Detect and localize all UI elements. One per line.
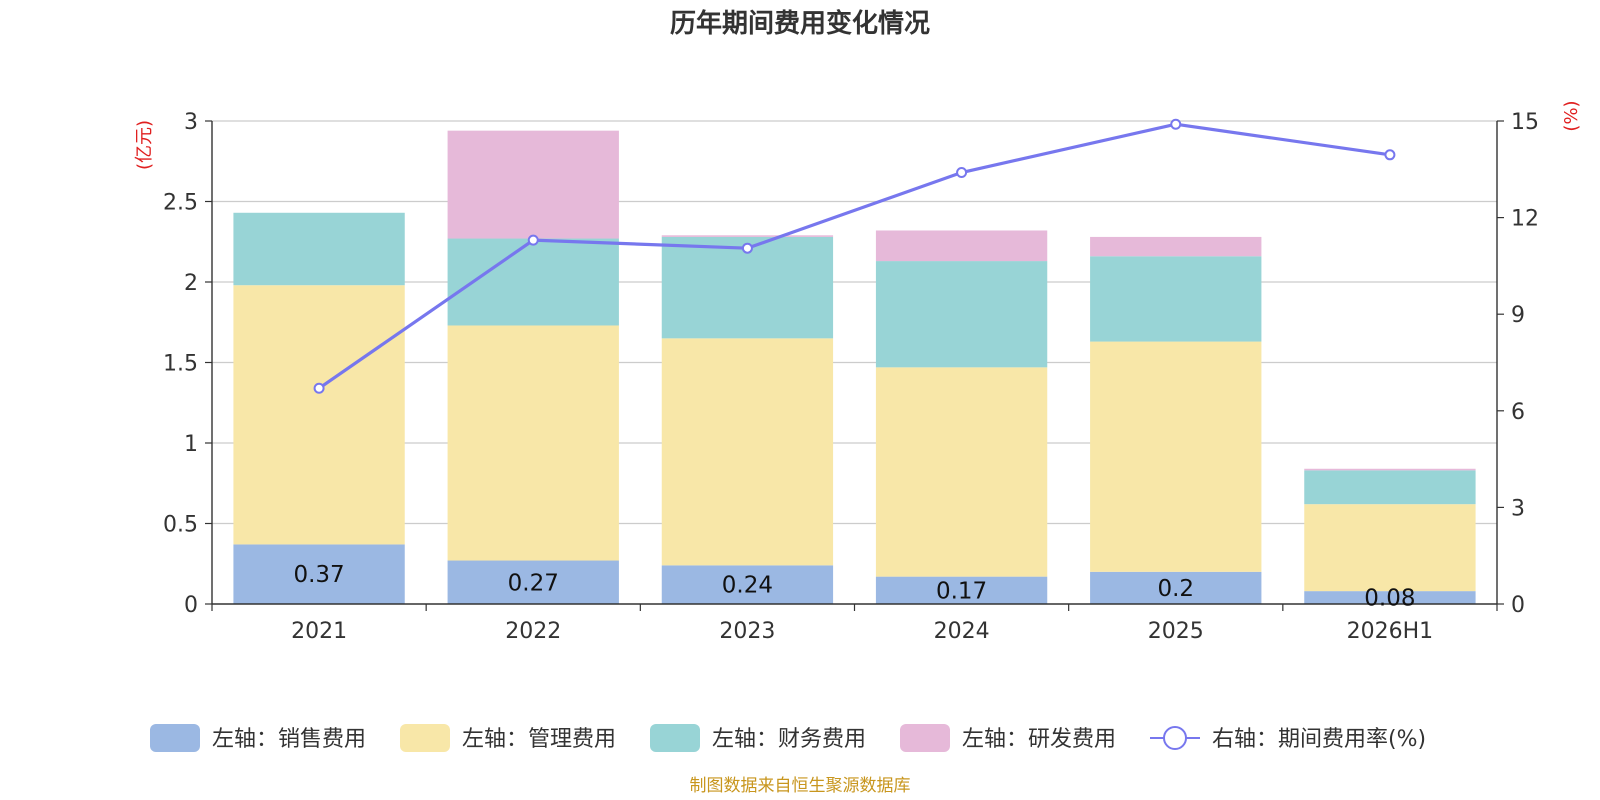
bar-segment (1090, 571, 1262, 604)
legend-swatch (400, 724, 450, 752)
rate-point (313, 382, 325, 394)
bar-segment (875, 367, 1048, 577)
bar-data-label: 0.17 (936, 578, 987, 604)
right-tick-label: 9 (1511, 303, 1525, 328)
bar-segment (447, 130, 619, 239)
bar-data-label: 0.27 (508, 570, 559, 596)
right-axis-unit: (%) (1561, 100, 1582, 131)
left-tick-label: 1.5 (163, 352, 198, 377)
bar-segment (447, 560, 619, 604)
bars-layer (233, 130, 1476, 604)
x-tick-label: 2024 (934, 619, 990, 644)
legend-label: 左轴：管理费用 (462, 727, 616, 752)
bar-data-label: 0.08 (1364, 586, 1415, 612)
source-note: 制图数据来自恒生聚源数据库 (690, 776, 911, 796)
bar-segment (875, 230, 1048, 262)
bar-segment (233, 285, 405, 545)
bar-segment (233, 544, 405, 604)
right-tick-label: 0 (1511, 593, 1525, 618)
x-tick-label: 2023 (719, 619, 775, 644)
bar-segment (447, 238, 619, 326)
legend-swatch (150, 724, 200, 752)
right-tick-label: 6 (1511, 400, 1525, 425)
left-tick-label: 0.5 (163, 513, 198, 538)
legend-swatch (650, 724, 700, 752)
bar-segment (233, 212, 405, 286)
bar-segment (1304, 468, 1476, 471)
grid-lines (212, 120, 1497, 525)
bar-data-label: 0.2 (1157, 576, 1194, 602)
bar-segment (447, 325, 619, 561)
left-tick-label: 1 (184, 432, 198, 457)
rate-line (318, 122, 1391, 390)
right-tick-label: 15 (1511, 110, 1539, 135)
bar-segment (1304, 470, 1476, 505)
left-axis-unit: (亿元) (134, 120, 155, 170)
legend-swatch (900, 724, 950, 752)
x-tick-label: 2022 (505, 619, 561, 644)
rate-point (956, 167, 968, 179)
x-tick-label: 2021 (291, 619, 347, 644)
bar-data-label: 0.37 (293, 562, 344, 588)
bar-segment (1090, 341, 1262, 572)
bar-segment (875, 576, 1048, 604)
rate-point (1384, 149, 1396, 161)
bar-segment (661, 565, 834, 604)
legend-label: 左轴：销售费用 (212, 727, 366, 752)
right-tick-label: 12 (1511, 207, 1539, 232)
bar-segment (1304, 591, 1476, 604)
legend: 左轴：销售费用 左轴：管理费用 左轴：财务费用 左轴：研发费用 右轴：期间费用率(%) (150, 724, 1426, 752)
left-tick-label: 0 (184, 593, 198, 618)
x-tick-label: 2026H1 (1347, 619, 1434, 644)
left-tick-label: 2.5 (163, 191, 198, 216)
bar-segment (1090, 236, 1262, 257)
legend-label: 左轴：财务费用 (712, 727, 866, 752)
bar-data-label: 0.24 (722, 573, 773, 599)
legend-label: 右轴：期间费用率(%) (1212, 727, 1426, 752)
bar-segment (661, 338, 834, 566)
bar-segment (1304, 504, 1476, 592)
rate-point (741, 242, 753, 254)
x-tick-label: 2025 (1148, 619, 1204, 644)
left-tick-label: 3 (184, 110, 198, 135)
bar-segment (661, 236, 834, 339)
rate-point (1170, 118, 1182, 130)
rate-point (527, 234, 539, 246)
right-tick-label: 3 (1511, 496, 1525, 521)
rate-line-layer (313, 118, 1396, 394)
chart-title: 历年期间费用变化情况 (670, 8, 930, 39)
legend-label: 左轴：研发费用 (962, 727, 1116, 752)
data-labels-layer: 0.37 0.27 0.24 0.17 0.2 0.08 (293, 562, 1415, 611)
legend-marker (1163, 726, 1187, 750)
bar-segment (661, 235, 834, 237)
bar-segment (1090, 256, 1262, 342)
left-tick-label: 2 (184, 271, 198, 296)
axes-layer: 0 0.5 1 1.5 2 2.5 3 0 3 6 9 12 15 2021 2022 2023 2024 202… (163, 110, 1539, 644)
bar-segment (875, 261, 1048, 368)
